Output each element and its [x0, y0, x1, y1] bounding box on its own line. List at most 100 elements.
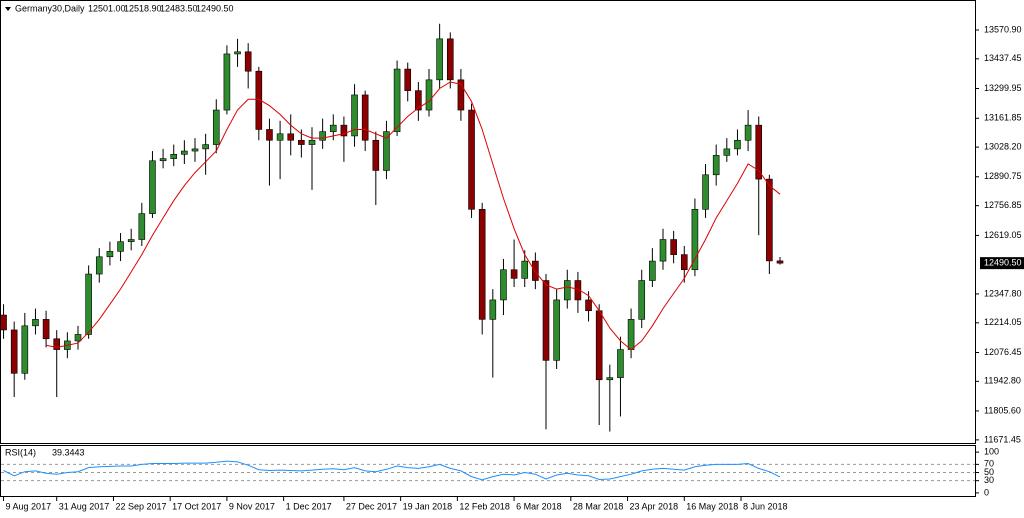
menu-triangle[interactable] — [5, 7, 11, 11]
candle-body — [393, 68, 401, 132]
candle-body — [340, 124, 348, 137]
candle-body — [21, 325, 29, 374]
candle-body — [106, 251, 114, 258]
candle-body — [510, 269, 518, 279]
header-value: 12490.50 — [196, 3, 234, 13]
candle-body — [170, 153, 178, 159]
rsi-tick-label: 70 — [984, 459, 994, 469]
rsi-name: RSI(14) — [5, 447, 36, 457]
candle-body — [766, 178, 773, 262]
candle-body — [85, 273, 92, 335]
candle-body — [117, 241, 124, 252]
header-value: 12518.90 — [124, 3, 162, 13]
candle-body — [574, 280, 582, 301]
candle-body — [627, 319, 635, 350]
candle-body — [149, 160, 156, 214]
candle-body — [606, 377, 614, 381]
y-tick-label: 12214.05 — [984, 317, 1022, 327]
y-tick-label: 13299.95 — [984, 83, 1022, 93]
rsi-frame — [0, 445, 976, 497]
candle-body — [191, 148, 199, 152]
y-tick-label: 12076.45 — [984, 347, 1022, 357]
candle-body — [563, 280, 571, 301]
candle-body — [127, 239, 135, 242]
candle-body — [680, 254, 688, 271]
candle-body — [298, 139, 305, 145]
rsi-tick-label: 100 — [984, 446, 999, 456]
candle-body — [255, 70, 263, 130]
candle-body — [138, 213, 146, 240]
candle-body — [468, 109, 475, 210]
candle-body — [234, 51, 241, 55]
rsi-value: 39.3443 — [52, 447, 85, 457]
candle-body — [489, 299, 497, 320]
candle-body — [181, 150, 188, 155]
rsi-tick-label: 30 — [984, 475, 994, 485]
candle-body — [744, 124, 752, 141]
x-tick-label: 6 Mar 2018 — [516, 501, 562, 511]
candle-body — [702, 174, 709, 210]
candle-body — [595, 310, 603, 381]
candle-body — [244, 51, 252, 72]
candle-body — [478, 209, 486, 320]
candle-body — [276, 133, 284, 141]
y-tick-label: 11671.45 — [984, 434, 1021, 444]
candle-body — [415, 90, 422, 111]
candle-body — [74, 334, 82, 342]
candle-body — [53, 338, 61, 350]
candle-body — [202, 144, 209, 150]
candle-body — [159, 158, 167, 162]
candle-body — [755, 124, 763, 180]
candle-body — [372, 139, 380, 171]
candle-body — [212, 109, 220, 145]
candle-body — [436, 38, 443, 81]
candle-body — [383, 131, 390, 171]
candle-body — [659, 239, 667, 262]
candle-body — [734, 139, 741, 150]
y-tick-label: 13028.20 — [984, 141, 1022, 151]
header-value: 12501.00 — [88, 3, 126, 13]
y-tick-label: 13437.45 — [984, 53, 1022, 63]
header-value: 12483.50 — [160, 3, 198, 13]
x-tick-label: 16 May 2018 — [686, 501, 738, 511]
rsi-tick-label: 0 — [984, 487, 989, 497]
candle-body — [42, 319, 50, 340]
rsi-line — [3, 460, 781, 481]
candle-body — [95, 256, 103, 275]
x-tick-label: 23 Apr 2018 — [630, 501, 679, 511]
x-tick-label: 17 Oct 2017 — [172, 501, 221, 511]
x-tick-label: 22 Sep 2017 — [115, 501, 166, 511]
candle-body — [691, 209, 699, 271]
y-tick-label: 12890.75 — [984, 171, 1022, 181]
candle-body — [329, 124, 337, 132]
candle-body — [723, 148, 731, 156]
candle-body — [521, 260, 529, 279]
candle-body — [361, 94, 369, 141]
candle-body — [266, 129, 273, 141]
candle-body — [500, 269, 507, 301]
y-tick-label: 12619.05 — [984, 230, 1022, 240]
y-tick-label: 11805.60 — [984, 405, 1021, 415]
moving-average — [46, 81, 781, 351]
x-tick-label: 19 Jan 2018 — [403, 501, 453, 511]
candle-body — [404, 68, 412, 91]
main-frame — [0, 0, 976, 444]
candle-body — [670, 239, 677, 255]
x-tick-label: 31 Aug 2017 — [59, 501, 110, 511]
candle-body — [319, 131, 326, 141]
x-tick-label: 9 Nov 2017 — [229, 501, 275, 511]
candle-body — [776, 260, 784, 264]
candle-body — [287, 133, 295, 141]
rsi-tick-label: 50 — [984, 467, 994, 477]
candle-body — [585, 299, 592, 312]
candle-body — [712, 155, 720, 176]
candle-body — [553, 299, 560, 361]
y-tick-label: 13570.90 — [984, 24, 1022, 34]
candle-body — [0, 314, 7, 331]
candle-body — [351, 94, 358, 137]
x-tick-label: 9 Aug 2017 — [6, 501, 52, 511]
last-price-box — [980, 257, 1024, 270]
y-tick-label: 11942.80 — [984, 376, 1021, 386]
